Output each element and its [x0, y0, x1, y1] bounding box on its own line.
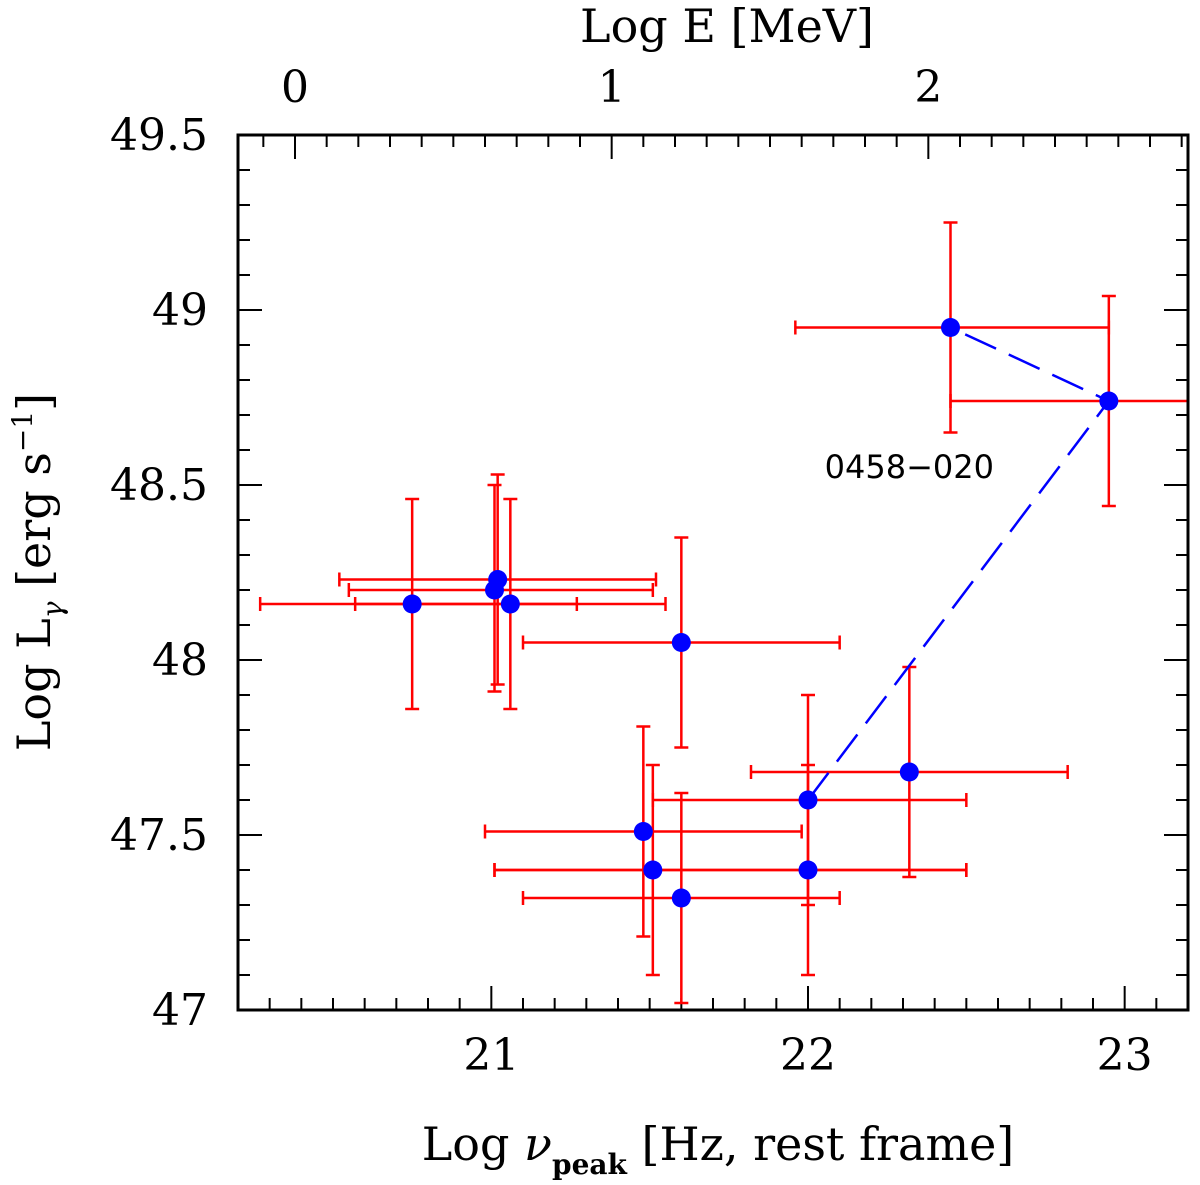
x-tick-label: 22	[780, 1030, 836, 1081]
x-tick-label: 23	[1097, 1030, 1153, 1081]
data-point	[671, 633, 691, 652]
data-point	[402, 594, 422, 614]
x-tick-label: 21	[463, 1030, 519, 1081]
y-axis-label: Log Lγ [erg s−1]	[6, 393, 69, 751]
data-point	[798, 860, 818, 880]
data-point	[1099, 391, 1119, 411]
y-tick-label: 47.5	[110, 810, 208, 861]
annotation-label: 0458−020	[825, 448, 994, 486]
data-point	[500, 594, 520, 614]
data-point	[899, 762, 919, 782]
data-point	[643, 860, 663, 880]
x-axis-label: Log νpeak [Hz, rest frame]	[422, 1117, 1015, 1181]
data-points	[402, 318, 1119, 908]
top-tick-label: 0	[281, 62, 309, 113]
top-tick-label: 2	[914, 62, 942, 113]
y-tick-label: 48	[152, 635, 208, 686]
tick-labels: 21 22 23 47 47.5 48 48.5 49 49.5 0 1 2	[110, 62, 1153, 1081]
y-tick-label: 49.5	[110, 110, 208, 161]
axis-ticks	[238, 134, 1188, 1011]
data-point	[798, 790, 818, 810]
error-bars	[258, 221, 1188, 1005]
data-point	[633, 822, 653, 841]
minor-ticks	[237, 135, 1189, 1010]
connected-path-group	[807, 326, 1111, 801]
y-tick-label: 49	[152, 285, 208, 336]
y-tick-label: 47	[152, 985, 208, 1036]
connected-path	[807, 326, 1111, 801]
data-point	[941, 318, 960, 337]
plot-frame	[236, 133, 1190, 1012]
data-point	[488, 570, 508, 589]
top-axis-label: Log E [MeV]	[580, 0, 874, 53]
y-tick-label: 48.5	[110, 460, 208, 511]
data-point	[671, 888, 691, 908]
top-tick-label: 1	[598, 62, 626, 113]
